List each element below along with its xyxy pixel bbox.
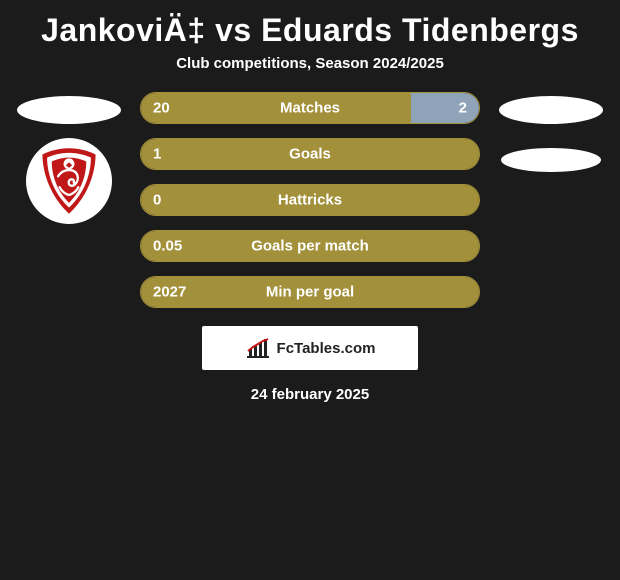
page-title: JankoviÄ‡ vs Eduards Tidenbergs — [0, 12, 620, 49]
player-photo-placeholder — [17, 96, 121, 124]
stat-bar: 2027 Min per goal — [140, 276, 480, 308]
stat-label: Hattricks — [278, 192, 342, 209]
stat-bar: 0 Hattricks — [140, 184, 480, 216]
left-player-col — [14, 92, 124, 224]
crest-icon — [30, 142, 108, 220]
stat-value-left: 20 — [153, 100, 170, 117]
stat-value-left: 1 — [153, 146, 161, 163]
stat-value-left: 0 — [153, 192, 161, 209]
bar-chart-icon — [245, 337, 271, 359]
subtitle: Club competitions, Season 2024/2025 — [0, 55, 620, 72]
main-row: 20 Matches 2 1 Goals 0 Hattricks 0.05 Goals per … — [0, 92, 620, 308]
stat-bar: 1 Goals — [140, 138, 480, 170]
stat-value-left: 0.05 — [153, 238, 182, 255]
stat-bar: 0.05 Goals per match — [140, 230, 480, 262]
stat-value-left: 2027 — [153, 284, 186, 301]
attribution-text: FcTables.com — [277, 340, 376, 357]
stat-label: Goals per match — [251, 238, 369, 255]
stat-fill-left — [141, 93, 411, 123]
player-photo-placeholder — [499, 96, 603, 124]
stat-bar: 20 Matches 2 — [140, 92, 480, 124]
stat-value-right: 2 — [459, 100, 467, 117]
date-text: 24 february 2025 — [0, 386, 620, 403]
stat-label: Min per goal — [266, 284, 354, 301]
club-crest — [26, 138, 112, 224]
club-crest-placeholder — [501, 148, 601, 172]
stat-fill-right — [411, 93, 479, 123]
comparison-widget: JankoviÄ‡ vs Eduards Tidenbergs Club com… — [0, 0, 620, 403]
attribution-box[interactable]: FcTables.com — [202, 326, 418, 370]
right-player-col — [496, 92, 606, 172]
stat-label: Matches — [280, 100, 340, 117]
stats-column: 20 Matches 2 1 Goals 0 Hattricks 0.05 Goals per … — [140, 92, 480, 308]
stat-label: Goals — [289, 146, 331, 163]
